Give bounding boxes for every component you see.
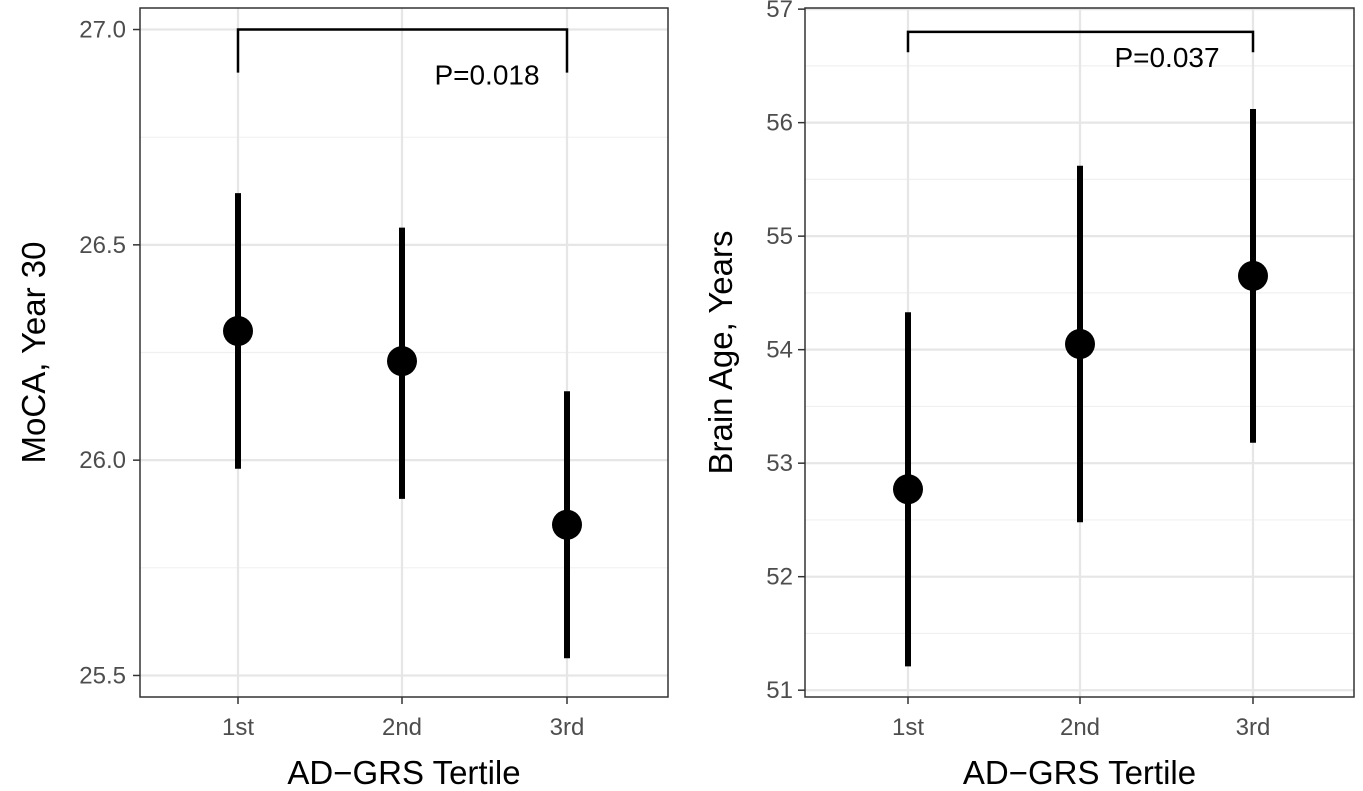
- y-tick-label: 56: [766, 110, 793, 137]
- y-tick-label: 52: [766, 564, 793, 591]
- data-point: [552, 509, 582, 540]
- brain-age-panel: 51 52 53 54 55 56 57 1st 2nd 3rd AD−GRS Tertile Bra…: [702, 0, 1355, 791]
- y-tick-label: 27.0: [79, 17, 126, 44]
- y-axis-title: Brain Age, Years: [702, 230, 739, 474]
- x-tick-label: 1st: [892, 714, 924, 741]
- moca-panel: 25.5 26.0 26.5 27.0 1st 2nd 3rd AD−GRS Tertile M…: [15, 7, 669, 791]
- data-point: [1065, 328, 1095, 359]
- x-axis-title: AD−GRS Tertile: [963, 754, 1196, 791]
- y-tick-label: 26.0: [79, 447, 126, 474]
- y-tick-label: 53: [766, 450, 793, 477]
- y-tick-label: 51: [766, 677, 793, 704]
- y-axis-title: MoCA, Year 30: [15, 242, 52, 464]
- y-tick-label: 57: [766, 0, 793, 23]
- x-tick-label: 1st: [222, 714, 254, 741]
- y-tick-label: 25.5: [79, 662, 126, 689]
- p-value-label: P=0.037: [1114, 42, 1219, 73]
- x-axis-title: AD−GRS Tertile: [287, 754, 520, 791]
- x-tick-label: 3rd: [1236, 714, 1271, 741]
- y-tick-label: 26.5: [79, 232, 126, 259]
- x-tick-label: 2nd: [1060, 714, 1100, 741]
- y-tick-label: 54: [766, 337, 793, 364]
- x-tick-label: 2nd: [382, 714, 422, 741]
- data-point: [387, 346, 417, 377]
- data-point: [1238, 260, 1268, 291]
- data-point: [893, 474, 923, 505]
- data-point: [223, 315, 253, 346]
- panel-border: [139, 7, 669, 698]
- x-tick-label: 3rd: [550, 714, 585, 741]
- significance-bracket: [236, 28, 569, 73]
- significance-bracket: [906, 30, 1255, 53]
- p-value-label: P=0.018: [434, 60, 539, 91]
- y-tick-label: 55: [766, 223, 793, 250]
